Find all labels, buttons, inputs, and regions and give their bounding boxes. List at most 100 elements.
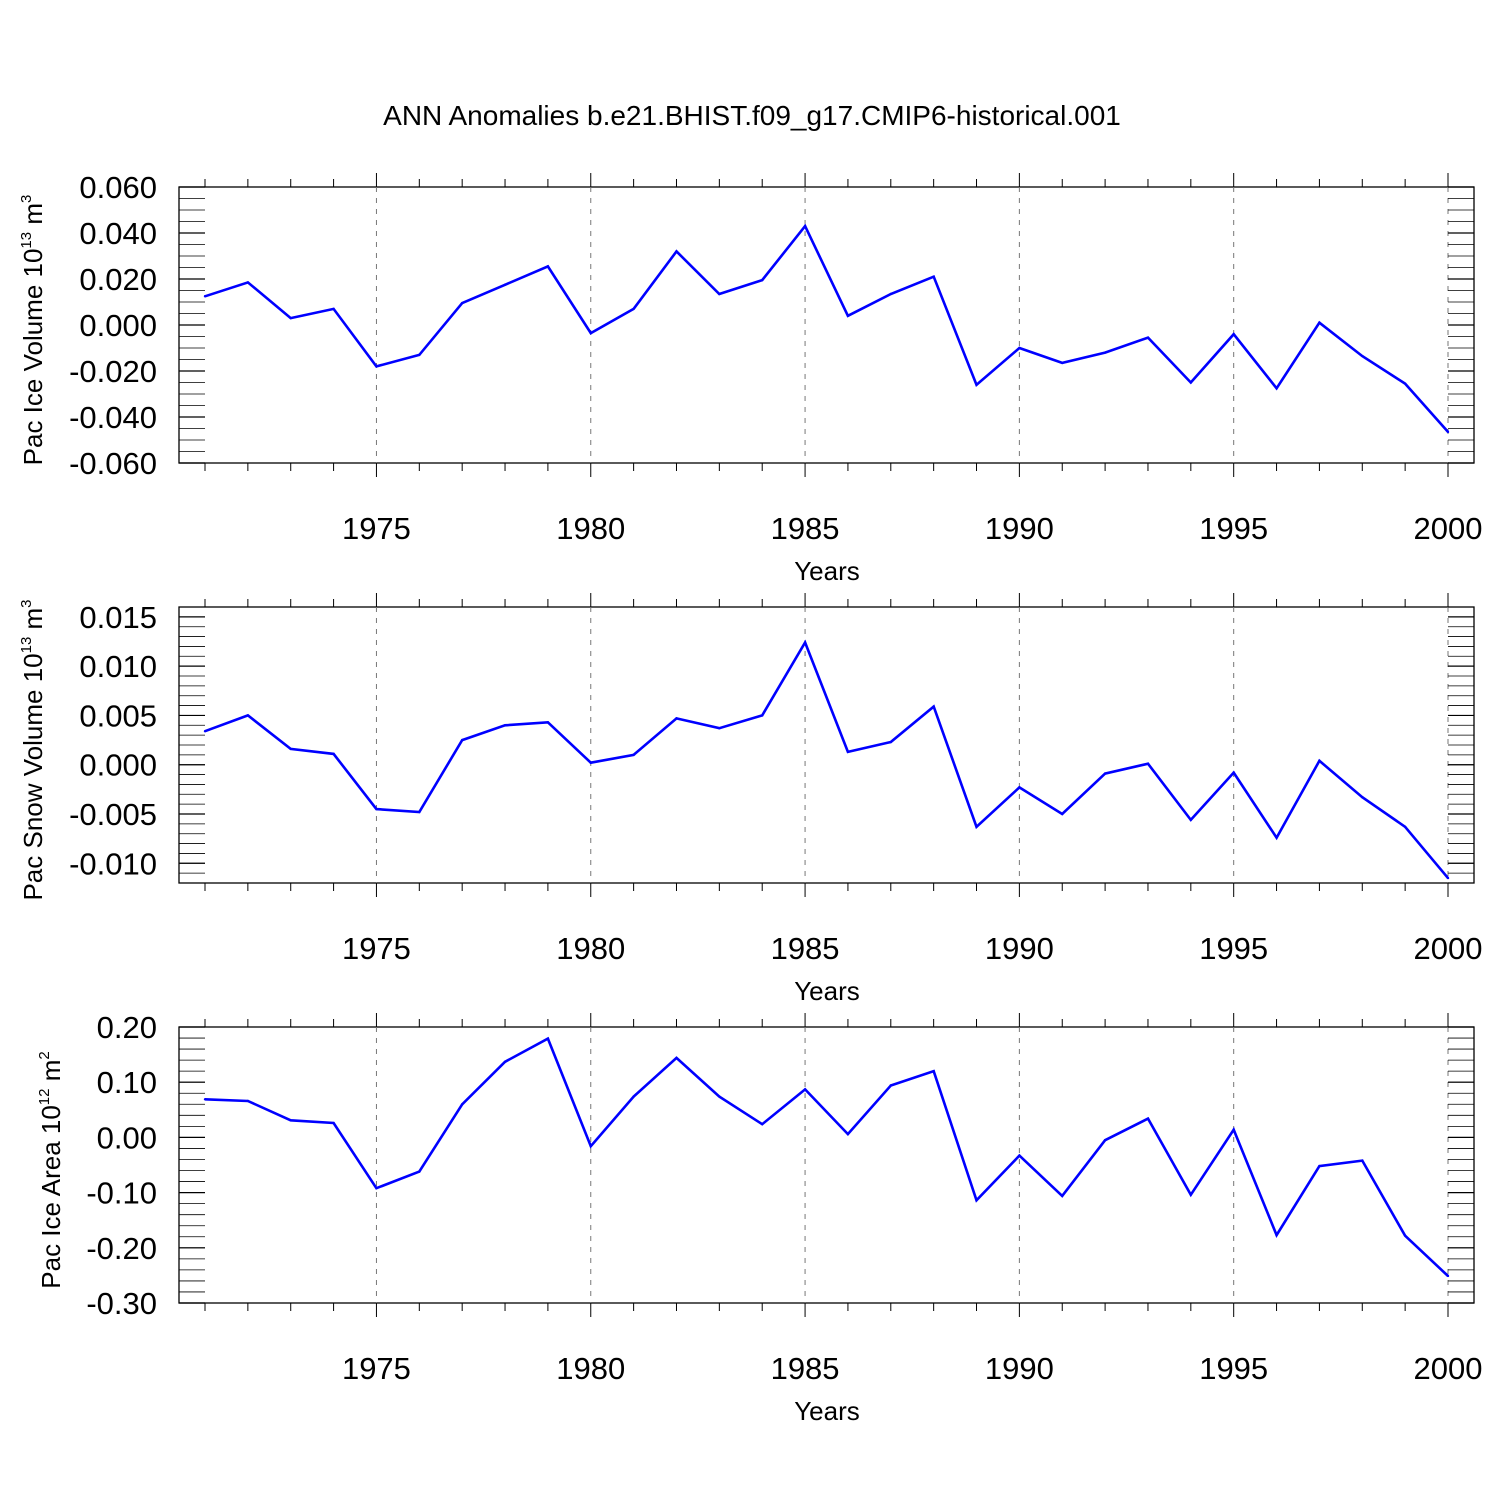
data-point (546, 721, 550, 724)
series-line (204, 1036, 1449, 1277)
data-point (889, 292, 892, 296)
data-point (632, 1095, 635, 1098)
data-point (460, 301, 464, 305)
chart-panel-1: 1975 1980 1985 1990 1995 2000 Years -0.060 -0.04… (18, 170, 1482, 586)
data-point (1018, 346, 1021, 350)
x-tick-label: 1985 (771, 1351, 840, 1386)
y-tick-label: 0.00 (97, 1120, 157, 1155)
data-point (203, 1098, 207, 1101)
data-point (1189, 1193, 1193, 1197)
data-point (889, 740, 892, 744)
data-point (761, 714, 764, 717)
data-point (1189, 818, 1193, 822)
data-point (418, 810, 421, 814)
x-axis-title: Years (794, 976, 860, 1006)
data-point (846, 314, 850, 317)
data-point (375, 365, 378, 368)
x-tick-label: 2000 (1414, 931, 1483, 966)
data-point (718, 727, 721, 730)
data-point (932, 705, 935, 708)
y-tick-label: 0.020 (79, 262, 157, 297)
y-tick-label: -0.040 (69, 400, 157, 435)
y-tick-label: 0.000 (79, 748, 157, 783)
data-point (289, 1119, 292, 1122)
x-tick-label: 1980 (556, 931, 625, 966)
data-point (1446, 1274, 1450, 1278)
data-point (1275, 836, 1278, 839)
x-tick-label: 1985 (771, 511, 840, 546)
data-point (1275, 1233, 1278, 1237)
data-point (761, 1122, 764, 1126)
data-point (546, 1037, 550, 1040)
data-point (1103, 1138, 1107, 1142)
y-axis-title: Pac Ice Volume 1013 m3 (18, 195, 48, 466)
data-point (932, 275, 935, 278)
data-point (589, 331, 592, 335)
data-point (589, 1145, 592, 1148)
x-tick-label: 2000 (1414, 1351, 1483, 1386)
data-point (1318, 321, 1321, 324)
data-point (1146, 1117, 1150, 1120)
chart-title: ANN Anomalies b.e21.BHIST.f09_g17.CMIP6-… (383, 100, 1121, 131)
data-point (503, 1060, 507, 1063)
y-axis-title: Pac Snow Volume 1013 m3 (18, 599, 48, 900)
data-point (418, 353, 421, 357)
x-tick-label: 1980 (556, 511, 625, 546)
y-tick-label: -0.020 (69, 354, 157, 389)
data-point (246, 281, 250, 284)
x-tick-label: 1980 (556, 1351, 625, 1386)
data-point (803, 641, 807, 644)
data-point (1403, 382, 1407, 385)
plot-frame (178, 606, 1475, 884)
data-point (375, 807, 378, 811)
x-tick-label: 1990 (985, 511, 1054, 546)
y-tick-label: -0.10 (86, 1176, 157, 1211)
data-point (203, 295, 207, 298)
data-point (203, 730, 207, 733)
data-point (1061, 812, 1064, 816)
data-point (1318, 1164, 1321, 1168)
data-point (718, 1095, 721, 1098)
data-point (246, 714, 250, 717)
series-line (204, 223, 1449, 433)
y-tick-label: -0.010 (69, 846, 157, 881)
x-tick-label: 1990 (985, 931, 1054, 966)
data-point (1146, 762, 1150, 765)
y-tick-label: -0.30 (86, 1286, 157, 1321)
data-point (332, 1121, 335, 1125)
x-tick-label: 1975 (342, 1351, 411, 1386)
x-tick-label: 1995 (1199, 1351, 1268, 1386)
x-tick-label: 1995 (1199, 931, 1268, 966)
y-tick-label: -0.005 (69, 797, 157, 832)
chart-panel-2: 1975 1980 1985 1990 1995 2000 Years -0.010 -0.00… (18, 593, 1482, 1006)
series-line (204, 639, 1449, 879)
data-point (761, 278, 764, 282)
data-point (1061, 1194, 1064, 1198)
x-tick-label: 1975 (342, 511, 411, 546)
data-point (375, 1186, 378, 1190)
data-point (1403, 1234, 1407, 1237)
data-point (975, 825, 978, 829)
data-point (718, 292, 721, 296)
data-point (1275, 387, 1278, 390)
data-point (289, 316, 292, 320)
data-point (1103, 351, 1107, 354)
data-point (503, 283, 507, 286)
y-tick-label: 0.20 (97, 1010, 157, 1045)
data-point (675, 717, 678, 720)
data-point (675, 1056, 678, 1060)
data-point (803, 224, 807, 228)
data-point (246, 1099, 250, 1103)
data-point (589, 761, 592, 764)
data-point (1232, 333, 1235, 336)
data-point (1361, 796, 1364, 799)
data-point (332, 307, 335, 311)
data-point (675, 250, 678, 253)
data-point (503, 724, 507, 727)
data-point (1103, 772, 1107, 775)
y-tick-label: 0.060 (79, 170, 157, 205)
y-tick-label: -0.060 (69, 446, 157, 481)
y-axis-title: Pac Ice Area 1012 m2 (36, 1051, 66, 1288)
data-point (632, 307, 635, 311)
data-point (803, 1088, 807, 1091)
